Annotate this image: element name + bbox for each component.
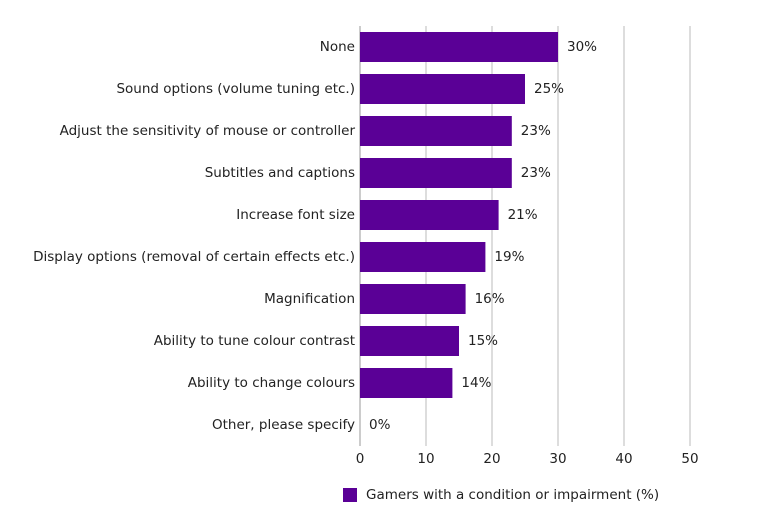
x-tick-label: 10	[417, 451, 434, 467]
bar	[360, 74, 525, 104]
bar	[360, 32, 558, 62]
bar	[360, 368, 453, 398]
bar	[360, 116, 512, 146]
x-tick-label: 20	[483, 451, 500, 467]
value-label: 19%	[494, 249, 524, 265]
value-label: 30%	[567, 39, 597, 55]
x-tick-label: 30	[549, 451, 566, 467]
bar	[360, 326, 459, 356]
bar	[360, 284, 466, 314]
legend-swatch	[343, 488, 357, 502]
x-tick-label: 0	[356, 451, 365, 467]
value-label: 14%	[461, 375, 491, 391]
value-label: 15%	[468, 333, 498, 349]
value-label: 25%	[534, 81, 564, 97]
y-tick-label: Adjust the sensitivity of mouse or contr…	[60, 123, 356, 139]
value-label: 21%	[508, 207, 538, 223]
x-tick-label: 40	[615, 451, 632, 467]
value-label: 0%	[369, 417, 391, 433]
bar	[360, 242, 486, 272]
y-tick-label: Display options (removal of certain effe…	[33, 249, 355, 265]
y-tick-label: Increase font size	[236, 207, 355, 223]
y-tick-label: Magnification	[264, 291, 355, 307]
value-label: 23%	[521, 165, 551, 181]
value-label: 23%	[521, 123, 551, 139]
y-tick-label: Ability to tune colour contrast	[154, 333, 355, 349]
bar	[360, 158, 512, 188]
y-tick-label: Other, please specify	[212, 417, 355, 433]
y-tick-label: Subtitles and captions	[205, 165, 355, 181]
legend-label: Gamers with a condition or impairment (%…	[366, 487, 659, 503]
y-tick-label: Sound options (volume tuning etc.)	[116, 81, 355, 97]
x-tick-label: 50	[681, 451, 698, 467]
y-tick-label: None	[320, 39, 355, 55]
value-label: 16%	[475, 291, 505, 307]
bar	[360, 200, 499, 230]
y-tick-label: Ability to change colours	[188, 375, 355, 391]
